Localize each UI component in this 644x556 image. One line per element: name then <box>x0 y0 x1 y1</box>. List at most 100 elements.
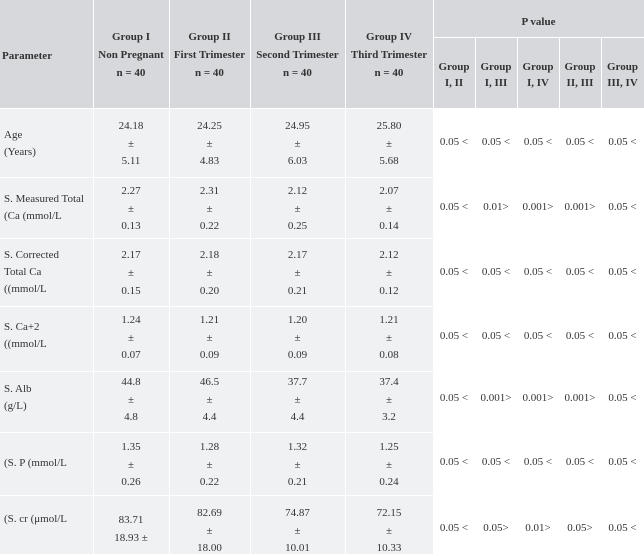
param-label: S. Ca+2 <box>4 321 40 333</box>
p-value: 0.05 < <box>565 456 595 468</box>
value-sd: 4.83 <box>199 155 220 167</box>
value-mean: 72.15 <box>376 507 402 519</box>
p-value: 0.05 < <box>439 266 469 278</box>
value-mean: 1.24 <box>121 314 141 326</box>
p-value: 0.05 < <box>565 266 595 278</box>
p-value: 0.05 < <box>608 456 637 468</box>
p-value: 0.01> <box>483 201 509 213</box>
row-divider <box>0 306 644 307</box>
value-pm: ± <box>385 525 393 537</box>
header-cmp-1-l2: I, II <box>444 77 464 89</box>
row-divider <box>0 432 644 433</box>
p-value: 0.05 < <box>439 522 469 534</box>
header-divider <box>434 37 644 38</box>
p-value: 0.05 < <box>608 330 637 342</box>
header-group-2-desc: First Trimester <box>173 49 246 61</box>
value-mean: 1.20 <box>287 314 308 326</box>
p-value: 0.01> <box>525 522 551 534</box>
value-mean: 44.8 <box>121 376 141 388</box>
value-mean: 1.32 <box>287 441 308 453</box>
value-sd: 0.12 <box>379 285 399 297</box>
col-divider <box>475 38 476 108</box>
p-value: 0.001> <box>522 201 554 213</box>
p-value: 0.05 < <box>523 136 553 148</box>
col-divider <box>345 0 346 554</box>
value-sd: 0.08 <box>379 349 399 361</box>
header-group-4-desc: Third Trimester <box>350 49 428 61</box>
row-divider <box>0 177 644 178</box>
param-label: Age <box>4 129 23 141</box>
col-divider <box>559 38 560 108</box>
param-label: (Years) <box>4 146 36 158</box>
value-sd: 3.2 <box>382 411 396 423</box>
p-value: 0.05 < <box>565 330 595 342</box>
header-group-1-desc: Non Pregnant <box>98 49 164 61</box>
value-mean: 1.35 <box>121 441 141 453</box>
value-mean: 2.07 <box>379 185 399 197</box>
value-mean: 25.80 <box>376 120 402 132</box>
table-body-right <box>433 108 644 554</box>
value-mean: 2.18 <box>199 249 220 261</box>
value-sd: 4.4 <box>290 411 305 423</box>
value-sd: 10.33 <box>376 542 402 554</box>
value-sd: 0.22 <box>199 220 220 232</box>
param-label: (S. cr (μmol/L <box>4 513 68 525</box>
table-body-left <box>0 108 433 554</box>
col-divider <box>433 0 434 554</box>
header-group-4-title: Group IV <box>366 31 412 43</box>
value-sd: 0.13 <box>121 220 141 232</box>
header-cmp-2-l1: Group <box>480 61 512 73</box>
value-mean: 46.5 <box>199 376 220 388</box>
value-sd: 0.22 <box>199 476 220 488</box>
value-mean: 2.12 <box>287 185 308 197</box>
value-sd: 18.00 <box>197 542 222 554</box>
value-pm: ± <box>206 138 213 150</box>
col-divider <box>517 38 518 108</box>
header-group-1-n: n = 40 <box>116 67 146 79</box>
row-divider <box>0 108 644 109</box>
param-label: (S. P (mmol/L <box>4 457 67 469</box>
value-pm: ± <box>294 394 301 406</box>
value-pm: ± <box>127 267 135 279</box>
p-value: 0.05 < <box>481 136 511 148</box>
p-value: 0.05 < <box>523 330 553 342</box>
p-value: 0.05 < <box>481 456 511 468</box>
value-sd: 5.11 <box>121 155 141 167</box>
param-label: S. Alb <box>4 383 32 395</box>
p-value: 0.05 < <box>481 266 511 278</box>
value-pm: ± <box>385 267 393 279</box>
value-pm: ± <box>206 394 213 406</box>
value-sd: 4.8 <box>124 411 138 423</box>
value-mean: 1.25 <box>379 441 399 453</box>
header-group-2-n: n = 40 <box>195 67 224 79</box>
value-mean: 1.28 <box>199 441 220 453</box>
param-label: S. Measured Total <box>4 193 84 205</box>
value-pm: ± <box>206 525 213 537</box>
header-cmp-2-l2: I, III <box>484 77 508 89</box>
p-value: 0.05 < <box>439 456 469 468</box>
p-value: 0.05 < <box>608 136 637 148</box>
p-value: 0.05 < <box>439 392 469 404</box>
value-mean: 37.7 <box>287 376 308 388</box>
p-value: 0.05> <box>567 522 593 534</box>
value-sd: 0.24 <box>379 476 399 488</box>
row-divider <box>0 495 644 496</box>
header-parameter: Parameter <box>2 50 53 62</box>
col-divider <box>601 38 602 108</box>
value-mean: 82.69 <box>197 507 222 519</box>
header-cmp-3-l2: I, IV <box>526 77 549 89</box>
value-pm: ± <box>127 459 135 471</box>
header-group-2-title: Group II <box>188 31 231 43</box>
value-sd: 0.25 <box>287 220 308 232</box>
col-divider <box>169 0 170 554</box>
value-sd: 0.15 <box>121 285 141 297</box>
p-value: 0.05 < <box>439 330 469 342</box>
header-cmp-3-l1: Group <box>522 61 554 73</box>
value-sd: 10.01 <box>285 542 310 554</box>
value-sd: 0.20 <box>199 285 220 297</box>
p-value: 0.001> <box>522 392 554 404</box>
value-sd: 0.21 <box>287 285 308 297</box>
header-group-3-title: Group III <box>274 31 321 43</box>
value-sd: 6.03 <box>287 155 308 167</box>
